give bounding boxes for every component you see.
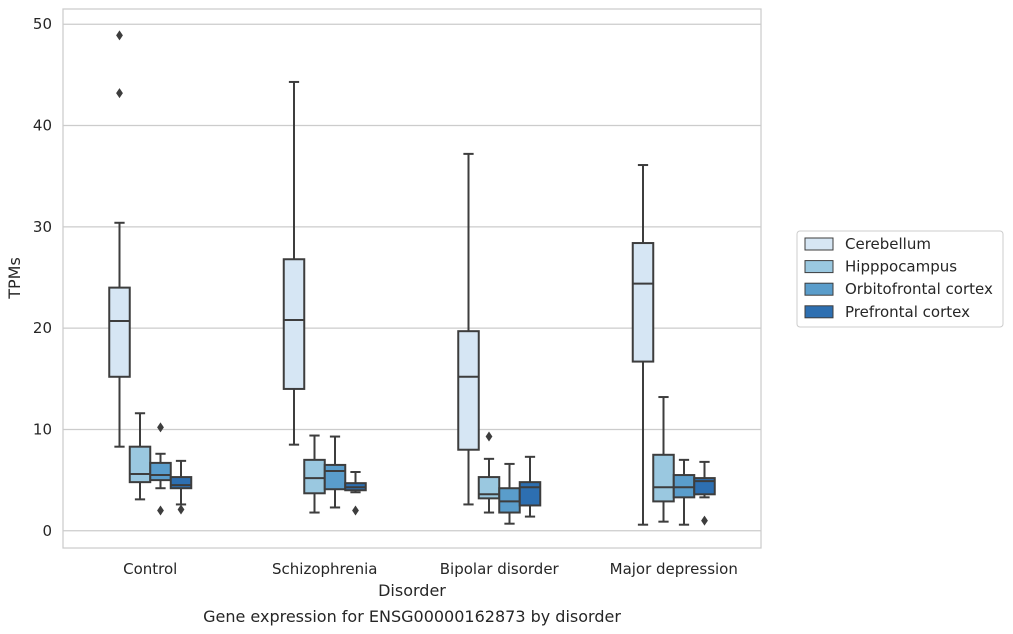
box-iqr [518, 481, 542, 507]
y-tick-label: 10 [33, 420, 52, 438]
box-iqr [672, 474, 696, 499]
outlier-point [157, 422, 164, 433]
y-axis-label: TPMs [5, 257, 24, 300]
legend-label: Hipppocampus [845, 258, 957, 276]
box-iqr [303, 458, 326, 495]
x-axis-label: Disorder [378, 581, 446, 600]
x-tick-labels: Control Schizophrenia Bipolar disorder Majo… [123, 560, 738, 578]
x-tick-label: Schizophrenia [272, 560, 377, 578]
y-tick-label: 40 [33, 117, 52, 135]
legend-frame [796, 230, 1004, 328]
legend-swatch [804, 305, 834, 319]
outlier-point [116, 30, 123, 41]
plot-frame [62, 8, 762, 549]
outlier-point [352, 505, 359, 516]
box-iqr [457, 330, 480, 451]
box-iqr [149, 461, 172, 482]
y-tick-label: 20 [33, 319, 52, 337]
box-iqr [693, 477, 716, 496]
box-iqr [128, 445, 152, 484]
chart-caption: Gene expression for ENSG00000162873 by d… [203, 607, 621, 626]
box-iqr [631, 242, 655, 363]
legend-label: Orbitofrontal cortex [845, 280, 993, 298]
y-tick-label: 50 [33, 15, 52, 33]
x-tick-label: Bipolar disorder [440, 560, 560, 578]
box-iqr [282, 258, 306, 390]
legend-label: Prefrontal cortex [845, 303, 970, 321]
y-tick-labels: 0 10 20 30 40 50 [33, 15, 52, 540]
box-iqr [108, 286, 131, 378]
box-iqr [169, 476, 193, 490]
outlier-point [177, 504, 185, 515]
legend: Cerebellum Hipppocampus Orbitofrontal cort… [796, 230, 1004, 328]
legend-label: Cerebellum [845, 235, 931, 253]
box-series [108, 30, 716, 526]
box-iqr [498, 487, 521, 514]
legend-swatch [804, 237, 834, 251]
y-tick-label: 30 [33, 218, 52, 236]
box-iqr [652, 453, 675, 503]
legend-swatch [804, 260, 834, 274]
outlier-point [116, 88, 123, 99]
box-iqr [323, 463, 347, 491]
gridlines [63, 23, 761, 532]
outlier-point [485, 431, 493, 442]
x-tick-label: Control [123, 560, 177, 578]
y-tick-label: 0 [42, 522, 52, 540]
outlier-point [157, 505, 164, 516]
legend-swatch [804, 282, 834, 296]
x-tick-label: Major depression [610, 560, 738, 578]
outlier-point [701, 515, 708, 526]
